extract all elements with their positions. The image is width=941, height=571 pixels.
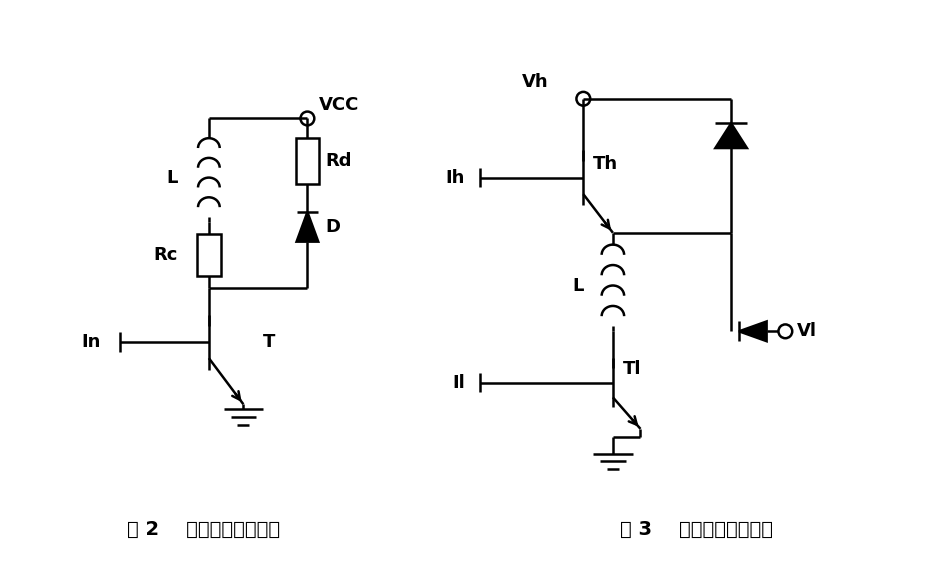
Bar (197, 234, 221, 276)
Text: In: In (81, 333, 101, 351)
Text: D: D (326, 218, 340, 236)
Text: Tl: Tl (623, 360, 641, 377)
Polygon shape (739, 321, 767, 341)
Bar (295, 138, 319, 184)
Text: Rd: Rd (326, 152, 352, 170)
Text: Rc: Rc (153, 246, 177, 264)
Text: Ih: Ih (446, 168, 465, 187)
Text: Vh: Vh (522, 73, 549, 91)
Text: L: L (166, 168, 177, 187)
Text: Il: Il (453, 373, 465, 392)
Text: 图 2    单电压驱动原理图: 图 2 单电压驱动原理图 (127, 520, 280, 539)
Text: Vl: Vl (797, 322, 817, 340)
Text: T: T (263, 333, 276, 351)
Text: VCC: VCC (319, 95, 359, 114)
Polygon shape (296, 212, 318, 242)
Text: L: L (572, 276, 583, 295)
Text: Th: Th (593, 155, 618, 172)
Polygon shape (715, 123, 747, 148)
Text: 图 3    高低压驱动原理图: 图 3 高低压驱动原理图 (620, 520, 774, 539)
